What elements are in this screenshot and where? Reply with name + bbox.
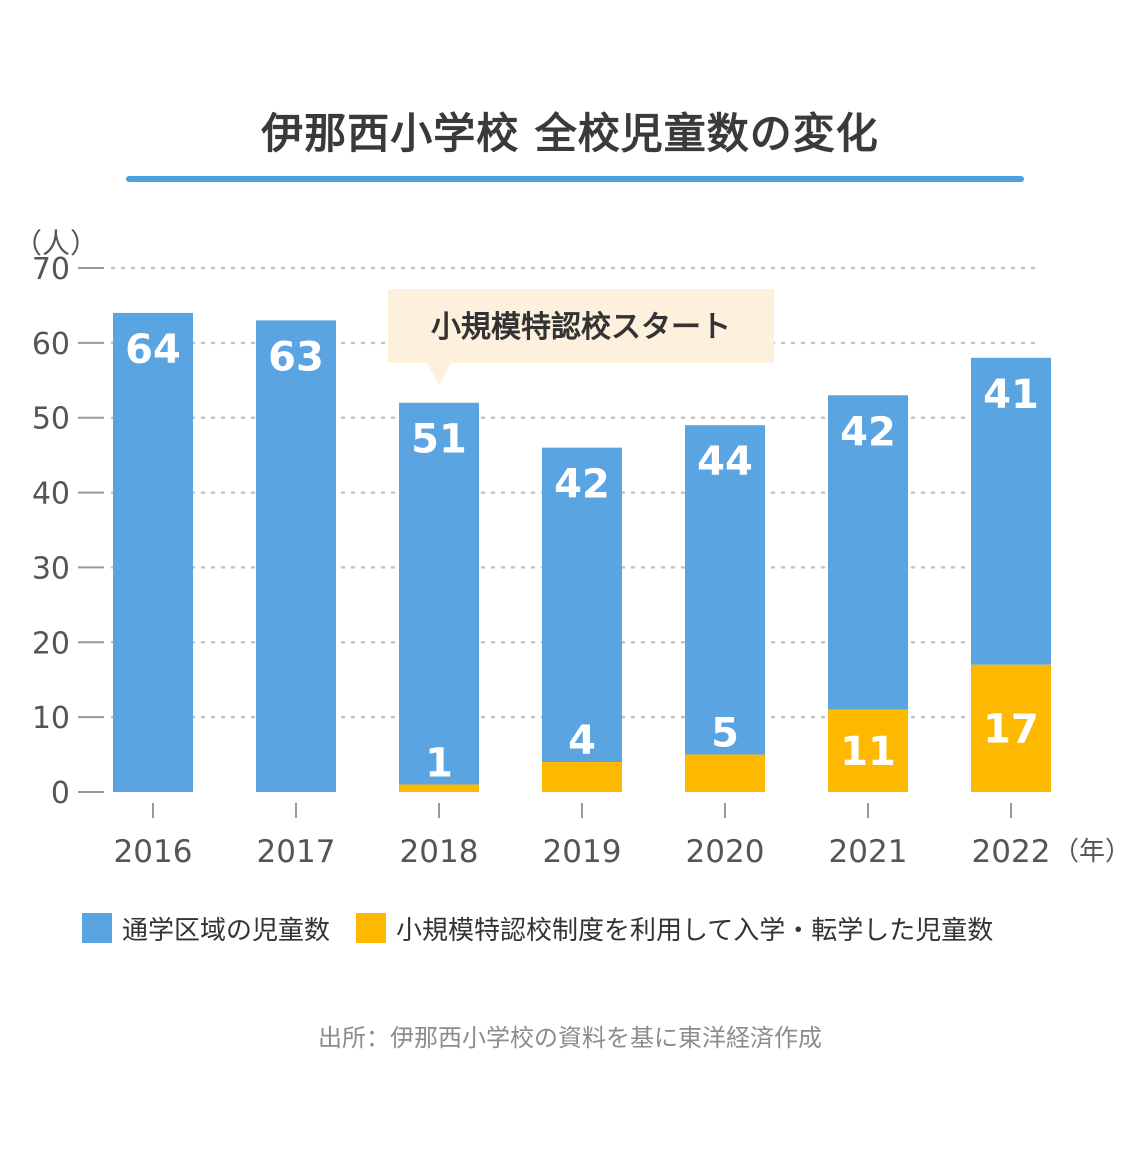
data-label-regular-2018: 51 xyxy=(411,417,467,463)
bar-regular-2020 xyxy=(685,425,765,755)
x-tick-label-2019: 2019 xyxy=(543,834,622,870)
data-label-special-2020: 5 xyxy=(711,711,739,757)
x-tick-label-2020: 2020 xyxy=(686,834,765,870)
bar-regular-2017 xyxy=(256,320,336,792)
x-tick-label-2021: 2021 xyxy=(829,834,908,870)
data-label-regular-2017: 63 xyxy=(268,334,324,380)
bar-regular-2022 xyxy=(971,357,1051,665)
legend-label-special: 小規模特認校制度を利用して入学・転学した児童数 xyxy=(396,915,994,946)
y-tick-label: 20 xyxy=(32,626,70,661)
y-tick-label: 50 xyxy=(32,402,70,437)
legend-item-special: 小規模特認校制度を利用して入学・転学した児童数 xyxy=(356,910,993,947)
data-label-regular-2021: 42 xyxy=(840,409,896,455)
chart-title: 伊那西小学校 全校児童数の変化 xyxy=(261,109,879,158)
y-axis-unit: （人） xyxy=(14,227,99,260)
legend-item-regular: 通学区域の児童数 xyxy=(82,910,330,947)
bar-regular-2018 xyxy=(399,402,479,785)
bar-special-2018 xyxy=(399,784,479,792)
y-tick-label: 10 xyxy=(32,701,70,736)
annotation-pointer xyxy=(427,363,451,385)
y-tick-label: 40 xyxy=(32,477,70,512)
y-tick-label: 30 xyxy=(32,551,70,586)
source-note: 出所：伊那西小学校の資料を基に東洋経済作成 xyxy=(318,1024,822,1052)
legend: 通学区域の児童数 小規模特認校制度を利用して入学・転学した児童数 xyxy=(82,908,1019,948)
x-tick-label-2022: 2022 xyxy=(972,834,1051,870)
x-tick-label-2017: 2017 xyxy=(257,834,336,870)
bar-regular-2021 xyxy=(828,395,908,710)
annotation-text: 小規模特認校スタート xyxy=(431,310,731,345)
data-label-regular-2022: 41 xyxy=(983,372,1039,418)
x-tick-label-2018: 2018 xyxy=(400,834,479,870)
legend-label-regular: 通学区域の児童数 xyxy=(122,915,331,946)
bar-special-2019 xyxy=(542,762,622,792)
bar-special-2022 xyxy=(971,664,1051,792)
data-label-special-2021: 11 xyxy=(840,729,896,775)
bar-regular-2019 xyxy=(542,447,622,763)
bar-regular-2016 xyxy=(113,312,193,792)
bar-special-2020 xyxy=(685,754,765,792)
annotation-box xyxy=(388,289,774,363)
y-tick-label: 60 xyxy=(32,327,70,362)
data-label-special-2022: 17 xyxy=(983,706,1039,752)
bar-special-2021 xyxy=(828,709,908,792)
x-tick-label-2016: 2016 xyxy=(114,834,193,870)
data-label-regular-2020: 44 xyxy=(697,439,753,485)
y-tick-label: 0 xyxy=(51,776,70,811)
y-tick-label: 70 xyxy=(32,252,70,287)
title-underline xyxy=(126,176,1024,182)
data-label-special-2019: 4 xyxy=(568,718,596,764)
legend-swatch-regular xyxy=(82,913,112,943)
data-label-special-2018: 1 xyxy=(425,741,453,787)
x-axis-unit: （年） xyxy=(1053,837,1131,867)
legend-swatch-special xyxy=(356,913,387,943)
data-label-regular-2016: 64 xyxy=(125,327,181,373)
data-label-regular-2019: 42 xyxy=(554,462,610,508)
